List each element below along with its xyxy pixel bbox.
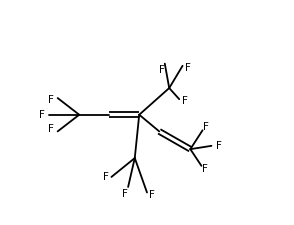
Text: F: F [158, 65, 164, 75]
Text: F: F [216, 141, 222, 151]
Text: F: F [182, 96, 188, 106]
Text: F: F [103, 172, 108, 182]
Text: F: F [39, 110, 45, 120]
Text: F: F [122, 189, 128, 199]
Text: F: F [48, 95, 54, 105]
Text: F: F [149, 189, 155, 200]
Text: F: F [203, 122, 209, 132]
Text: F: F [48, 124, 54, 134]
Text: F: F [202, 164, 208, 174]
Text: F: F [185, 63, 191, 73]
